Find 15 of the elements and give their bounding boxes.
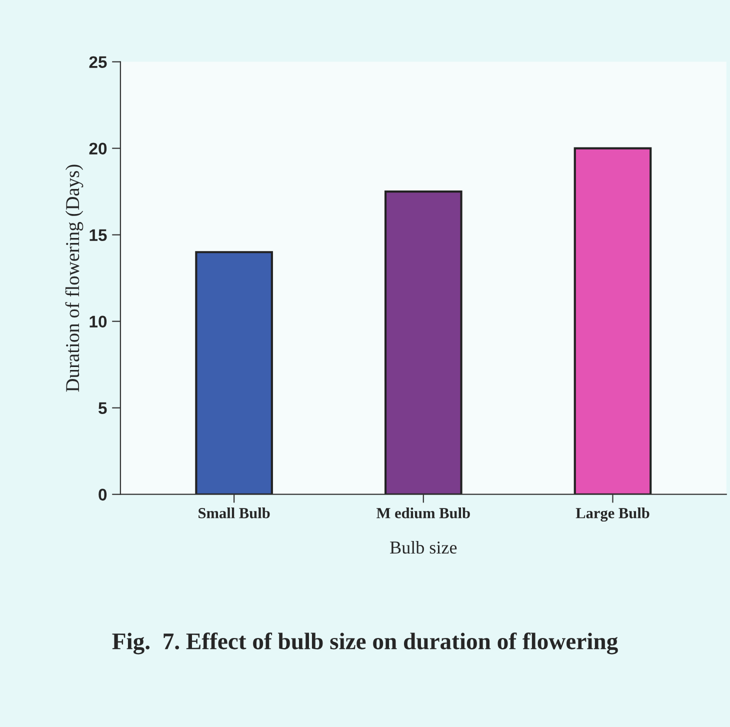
y-tick-label: 20 [89,142,107,155]
y-tick-label: 10 [90,316,107,328]
x-axis-title: Bulb size [390,540,457,554]
x-tick-label: M edium Bulb [376,508,470,518]
x-tick-label: Large Bulb [576,508,650,522]
y-tick-label: 15 [90,229,107,242]
y-tick-label: 0 [98,488,107,501]
bar [384,190,462,494]
x-tick-label: Small Bulb [198,508,270,518]
y-tick-label: 25 [89,56,107,68]
bar [574,147,652,494]
bar [195,251,273,494]
y-axis-title: Duration of flowering (Days) [65,164,84,392]
y-tick-label: 5 [98,402,107,414]
text: Fig. 7. Effect of bulb size on duration of flowering [112,632,618,654]
